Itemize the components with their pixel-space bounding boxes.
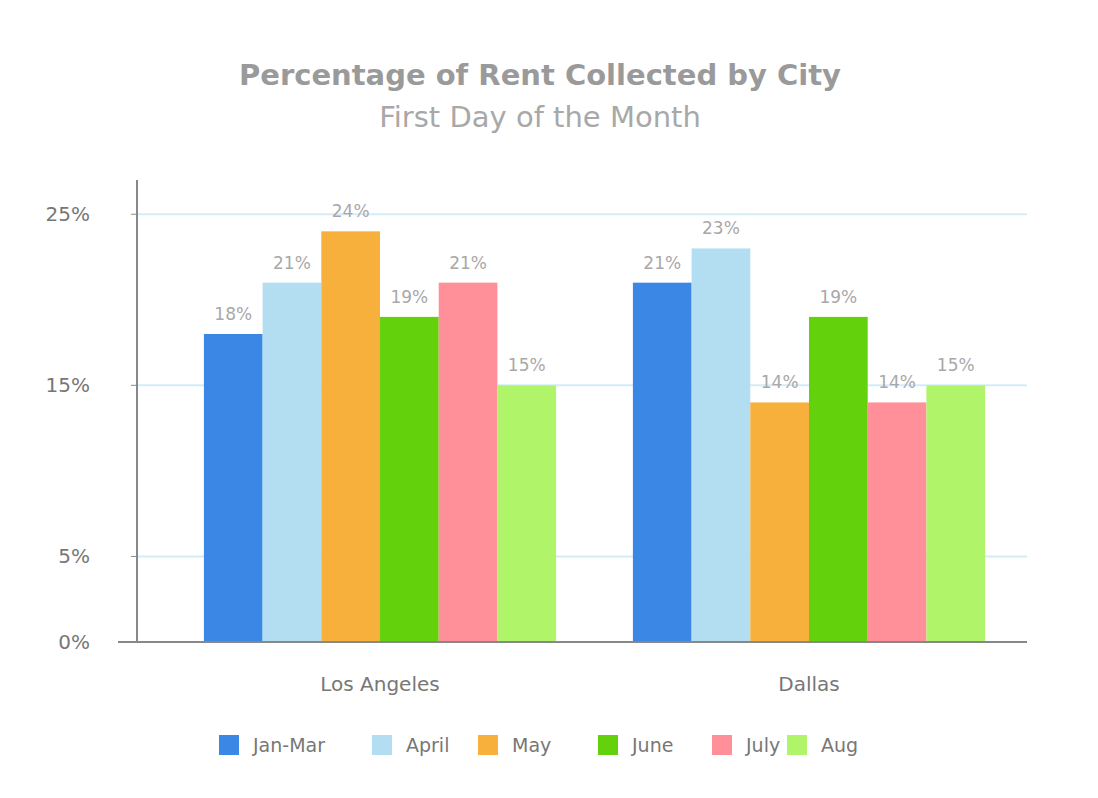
data-label: 19%: [819, 287, 857, 307]
legend-swatch: [219, 735, 239, 755]
data-label: 24%: [332, 201, 370, 221]
legend-label: Aug: [821, 734, 858, 756]
bar: [321, 231, 380, 642]
y-tick-label: 0%: [58, 630, 90, 654]
legend: Jan-Mar April May June July Aug: [219, 734, 858, 756]
x-tick-label: Los Angeles: [320, 672, 439, 696]
legend-label: July: [745, 734, 780, 756]
bar: [868, 402, 927, 642]
legend-swatch: [372, 735, 392, 755]
data-label: 15%: [508, 355, 546, 375]
legend-label: May: [512, 734, 551, 756]
y-axis: [136, 180, 138, 642]
data-label: 18%: [214, 304, 252, 324]
bar: [750, 402, 809, 642]
subtitle: First Day of the Month: [379, 100, 701, 134]
data-label: 23%: [702, 218, 740, 238]
bar: [633, 283, 692, 642]
legend-swatch: [478, 735, 498, 755]
x-axis: [118, 641, 1027, 643]
bar: [263, 283, 322, 642]
data-label: 19%: [390, 287, 428, 307]
bars: [204, 231, 985, 642]
grid: 0% 5% 15% 25%: [46, 202, 1027, 654]
bar: [439, 283, 498, 642]
y-tick-label: 5%: [58, 544, 90, 568]
data-label: 21%: [449, 253, 487, 273]
bar: [926, 385, 985, 642]
grid-line: [137, 213, 1027, 215]
bar: [809, 317, 868, 642]
bar: [380, 317, 439, 642]
legend-swatch: [787, 735, 807, 755]
data-label: 14%: [878, 372, 916, 392]
legend-swatch: [712, 735, 732, 755]
data-label: 15%: [937, 355, 975, 375]
bar: [204, 334, 263, 642]
chart: Percentage of Rent Collected by City Firs…: [0, 0, 1098, 798]
y-tick-label: 25%: [46, 202, 90, 226]
bar: [497, 385, 556, 642]
legend-label: June: [631, 734, 673, 756]
title: Percentage of Rent Collected by City: [239, 58, 841, 92]
x-tick-label: Dallas: [778, 672, 839, 696]
data-label: 21%: [643, 253, 681, 273]
bar: [692, 248, 751, 642]
legend-swatch: [598, 735, 618, 755]
data-label: 14%: [761, 372, 799, 392]
legend-label: April: [406, 734, 449, 756]
y-tick-label: 15%: [46, 373, 90, 397]
data-label: 21%: [273, 253, 311, 273]
legend-label: Jan-Mar: [252, 734, 325, 756]
data-labels: 18% 21% 21% 23% 24% 14% 19% 19% 21% 14% 15% 15%: [214, 201, 974, 392]
